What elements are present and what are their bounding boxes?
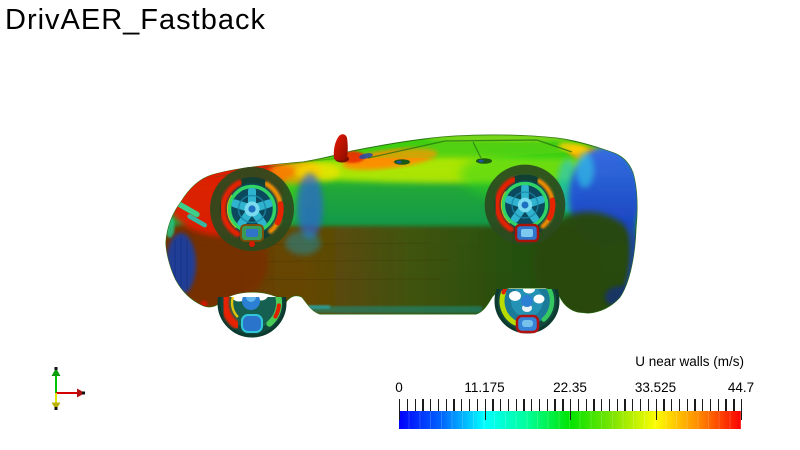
colorbar-tick-label: 11.175 [464, 380, 505, 395]
axis-right-arrowhead [77, 388, 85, 398]
front-far-wheel [217, 297, 287, 338]
color-legend-title: U near walls (m/s) [635, 354, 744, 369]
scene-title: DrivAER_Fastback [5, 4, 266, 36]
color-legend-labels: 0 11.175 22.35 33.525 44.7 [395, 380, 754, 395]
front-brake-caliper [240, 224, 264, 247]
colorbar-tick-label: 44.7 [727, 380, 755, 395]
headlight [174, 200, 200, 218]
side-mirror [333, 134, 349, 163]
front-wheel [215, 172, 289, 247]
door-handles [394, 158, 492, 165]
axis-up-arrowhead [51, 368, 61, 376]
axis-down-arrowhead [51, 402, 61, 410]
colorbar-tick-label: 22.35 [553, 380, 587, 395]
color-legend-ticks [399, 399, 743, 421]
car-render [165, 134, 638, 338]
color-legend[interactable]: U near walls (m/s) 0 11.175 22.35 33.525 44.… [395, 354, 754, 430]
rear-brake-caliper [514, 223, 540, 243]
colorbar-tick-label: 0 [395, 380, 403, 395]
colorbar-tick-label: 33.525 [634, 380, 677, 395]
rear-far-wheel [494, 289, 560, 334]
roof-glass-panel [368, 140, 572, 158]
orientation-axes-widget [51, 367, 85, 410]
rear-wheel [489, 169, 560, 241]
